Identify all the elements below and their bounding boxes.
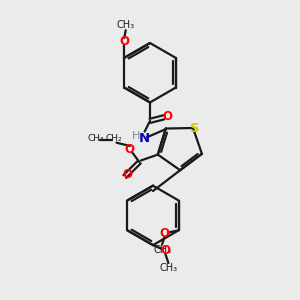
- Text: O: O: [159, 227, 170, 240]
- Text: CH₃: CH₃: [117, 20, 135, 30]
- Text: O: O: [160, 244, 170, 257]
- Text: H: H: [131, 131, 140, 141]
- Text: S: S: [190, 122, 199, 134]
- Text: CH₃: CH₃: [153, 245, 171, 255]
- Text: O: O: [162, 110, 172, 123]
- Text: N: N: [139, 132, 150, 145]
- Text: O: O: [125, 143, 135, 156]
- Text: CH₂: CH₂: [105, 134, 122, 143]
- Text: O: O: [119, 35, 129, 48]
- Text: CH₃: CH₃: [160, 263, 178, 273]
- Text: O: O: [122, 168, 132, 181]
- Text: CH₃: CH₃: [87, 134, 104, 143]
